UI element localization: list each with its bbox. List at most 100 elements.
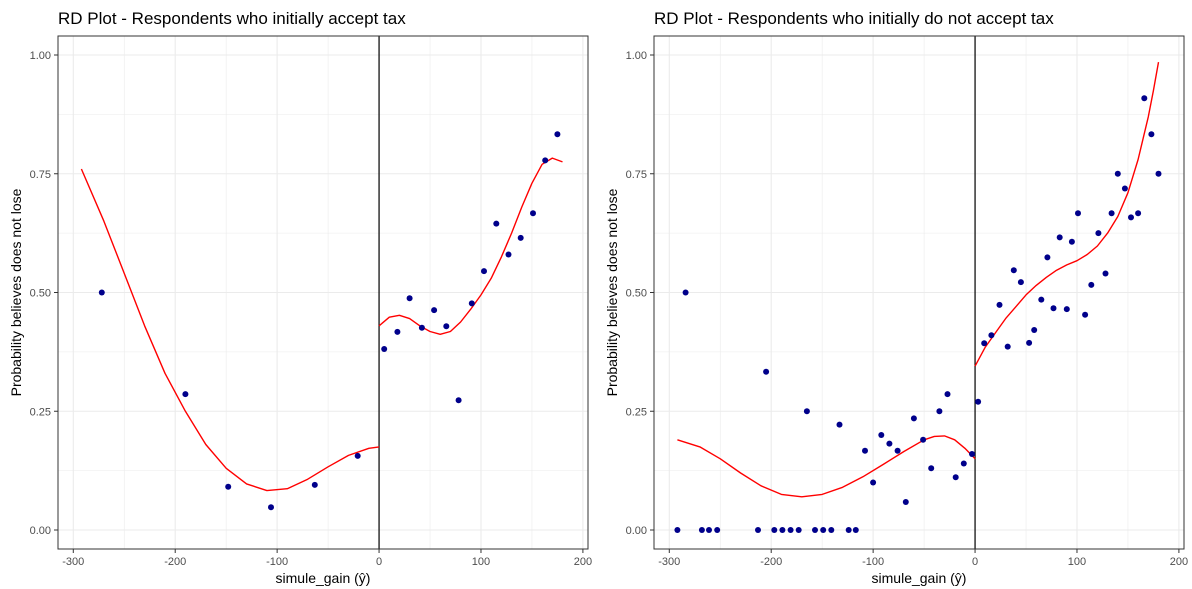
data-point	[682, 289, 689, 296]
data-point	[554, 131, 561, 138]
data-point	[1031, 327, 1038, 333]
data-point	[894, 447, 901, 454]
data-point	[1050, 305, 1057, 312]
data-point	[406, 295, 413, 302]
data-point	[443, 323, 450, 330]
data-point	[862, 447, 868, 454]
fit-curve-right	[378, 157, 563, 335]
chart-not-accept: -300 -200 -100 0 100 200 0.00 0.25 0.50 0.75 1.00 R…	[604, 9, 1188, 586]
y-tick-label: 0.50	[626, 288, 647, 300]
x-tick-label: 200	[1170, 556, 1188, 568]
y-tick-label: 0.75	[30, 169, 51, 181]
data-point	[530, 210, 536, 217]
data-point	[1108, 210, 1115, 217]
data-point	[1038, 296, 1045, 303]
data-point	[836, 421, 843, 428]
data-point	[706, 527, 712, 533]
x-tick-label: 0	[972, 556, 978, 568]
fit-curve-left	[677, 435, 976, 498]
chart-accept: -300 -200 -100 0 100 200 0.00 0.25 0.50 0.75 1.00 R…	[8, 9, 592, 586]
data-point	[268, 504, 274, 511]
chart-title: RD Plot - Respondents who initially acce…	[58, 9, 406, 28]
x-tick-label: 200	[574, 556, 592, 568]
data-point	[1075, 210, 1081, 217]
data-point	[870, 479, 877, 486]
y-tick-label: 0.25	[626, 406, 647, 418]
data-point	[381, 346, 388, 352]
data-point	[1148, 131, 1155, 138]
data-point	[960, 460, 967, 467]
data-point	[803, 408, 810, 415]
data-point	[771, 527, 778, 533]
data-point	[920, 436, 927, 443]
data-point	[988, 332, 995, 339]
data-point	[1063, 306, 1070, 313]
data-point	[1095, 230, 1102, 237]
data-point	[182, 391, 189, 398]
data-point	[981, 340, 988, 347]
data-point	[975, 398, 982, 405]
data-point	[1102, 270, 1109, 277]
chart-panel-accept: -300 -200 -100 0 100 200 0.00 0.25 0.50 0.75 1.00 R…	[8, 9, 592, 586]
data-point	[1068, 238, 1075, 245]
data-point	[431, 307, 438, 314]
data-point	[354, 452, 361, 459]
x-axis-label: simule_gain (ŷ)	[872, 570, 967, 586]
data-point	[468, 300, 475, 307]
chart-title: RD Plot - Respondents who initially do n…	[654, 9, 1054, 28]
data-point	[1010, 267, 1017, 274]
data-point	[878, 432, 885, 438]
data-point	[481, 268, 487, 275]
y-tick-label: 0.25	[30, 406, 51, 418]
y-tick-label: 0.75	[626, 169, 647, 181]
data-point	[394, 328, 401, 335]
data-point	[418, 324, 425, 331]
data-point	[1121, 185, 1128, 192]
data-point	[779, 527, 786, 533]
data-point	[1044, 254, 1051, 261]
data-point	[787, 527, 794, 533]
data-point	[1017, 279, 1024, 286]
data-point	[1088, 281, 1095, 288]
data-point	[674, 527, 681, 533]
data-point	[714, 527, 721, 533]
data-point	[1128, 214, 1134, 221]
x-tick-label: -300	[658, 556, 680, 568]
data-point	[944, 391, 951, 398]
y-tick-label: 0.00	[30, 525, 51, 537]
data-point	[812, 527, 818, 533]
y-tick-label: 0.00	[626, 525, 647, 537]
data-point	[1026, 339, 1033, 346]
data-point	[1155, 170, 1162, 177]
x-tick-label: -100	[862, 556, 884, 568]
data-point	[795, 527, 802, 533]
data-point	[1135, 210, 1142, 217]
data-point	[542, 157, 549, 164]
y-axis-label: Probability believes does not lose	[8, 188, 24, 396]
data-points	[674, 95, 1162, 533]
data-point	[1141, 95, 1148, 102]
data-point	[910, 415, 917, 422]
data-point	[505, 251, 512, 258]
y-axis-label: Probability believes does not lose	[604, 188, 620, 396]
x-tick-label: 0	[376, 556, 382, 568]
data-point	[517, 234, 524, 241]
x-tick-label: -300	[62, 556, 84, 568]
data-point	[820, 527, 827, 533]
y-tick-label: 1.00	[30, 50, 51, 62]
fit-curve-left	[80, 168, 380, 492]
data-point	[1082, 311, 1089, 318]
y-tick-label: 0.50	[30, 288, 51, 300]
data-point	[936, 408, 943, 415]
x-tick-label: 100	[1068, 556, 1086, 568]
data-point	[952, 474, 959, 481]
data-point	[755, 527, 761, 533]
data-point	[98, 289, 105, 296]
data-point	[225, 483, 232, 490]
data-point	[902, 499, 909, 505]
data-point	[698, 527, 705, 533]
data-point	[1056, 234, 1063, 241]
data-point	[828, 527, 835, 533]
x-tick-label: -100	[266, 556, 288, 568]
